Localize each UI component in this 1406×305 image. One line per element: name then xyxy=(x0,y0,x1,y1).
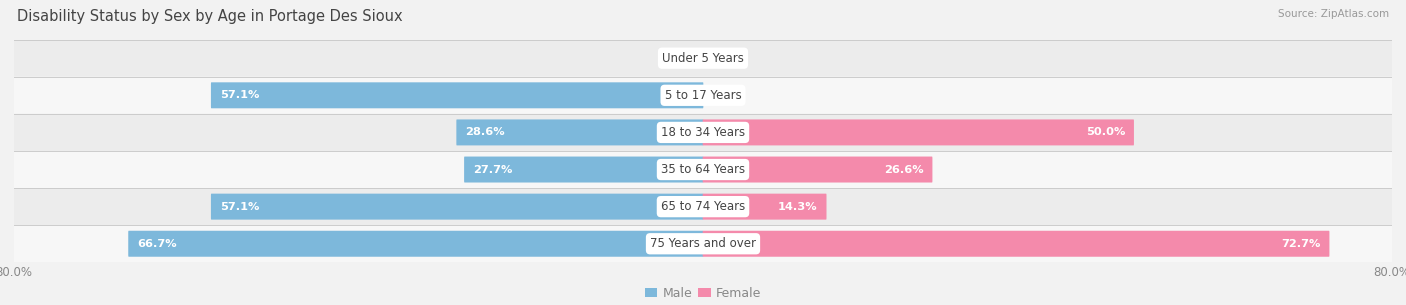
Text: 65 to 74 Years: 65 to 74 Years xyxy=(661,200,745,213)
FancyBboxPatch shape xyxy=(464,156,703,182)
Text: Disability Status by Sex by Age in Portage Des Sioux: Disability Status by Sex by Age in Porta… xyxy=(17,9,402,24)
FancyBboxPatch shape xyxy=(703,120,1133,145)
Text: 5 to 17 Years: 5 to 17 Years xyxy=(665,89,741,102)
Text: 0.0%: 0.0% xyxy=(713,53,742,63)
Text: 66.7%: 66.7% xyxy=(138,239,177,249)
Text: Source: ZipAtlas.com: Source: ZipAtlas.com xyxy=(1278,9,1389,19)
FancyBboxPatch shape xyxy=(703,194,827,220)
FancyBboxPatch shape xyxy=(10,114,1396,151)
Text: 35 to 64 Years: 35 to 64 Years xyxy=(661,163,745,176)
Legend: Male, Female: Male, Female xyxy=(640,282,766,305)
Text: 50.0%: 50.0% xyxy=(1085,127,1125,138)
Text: 0.0%: 0.0% xyxy=(664,53,693,63)
Text: 0.0%: 0.0% xyxy=(713,90,742,100)
FancyBboxPatch shape xyxy=(10,151,1396,188)
FancyBboxPatch shape xyxy=(457,120,703,145)
Text: 57.1%: 57.1% xyxy=(219,90,259,100)
FancyBboxPatch shape xyxy=(10,188,1396,225)
Text: 14.3%: 14.3% xyxy=(778,202,817,212)
Text: Under 5 Years: Under 5 Years xyxy=(662,52,744,65)
FancyBboxPatch shape xyxy=(10,225,1396,262)
FancyBboxPatch shape xyxy=(10,40,1396,77)
FancyBboxPatch shape xyxy=(703,231,1330,257)
Text: 26.6%: 26.6% xyxy=(884,164,924,174)
FancyBboxPatch shape xyxy=(10,77,1396,114)
FancyBboxPatch shape xyxy=(703,156,932,182)
FancyBboxPatch shape xyxy=(211,82,703,108)
FancyBboxPatch shape xyxy=(211,194,703,220)
Text: 75 Years and over: 75 Years and over xyxy=(650,237,756,250)
Text: 27.7%: 27.7% xyxy=(472,164,512,174)
Text: 57.1%: 57.1% xyxy=(219,202,259,212)
Text: 72.7%: 72.7% xyxy=(1281,239,1320,249)
Text: 18 to 34 Years: 18 to 34 Years xyxy=(661,126,745,139)
FancyBboxPatch shape xyxy=(128,231,703,257)
Text: 28.6%: 28.6% xyxy=(465,127,505,138)
